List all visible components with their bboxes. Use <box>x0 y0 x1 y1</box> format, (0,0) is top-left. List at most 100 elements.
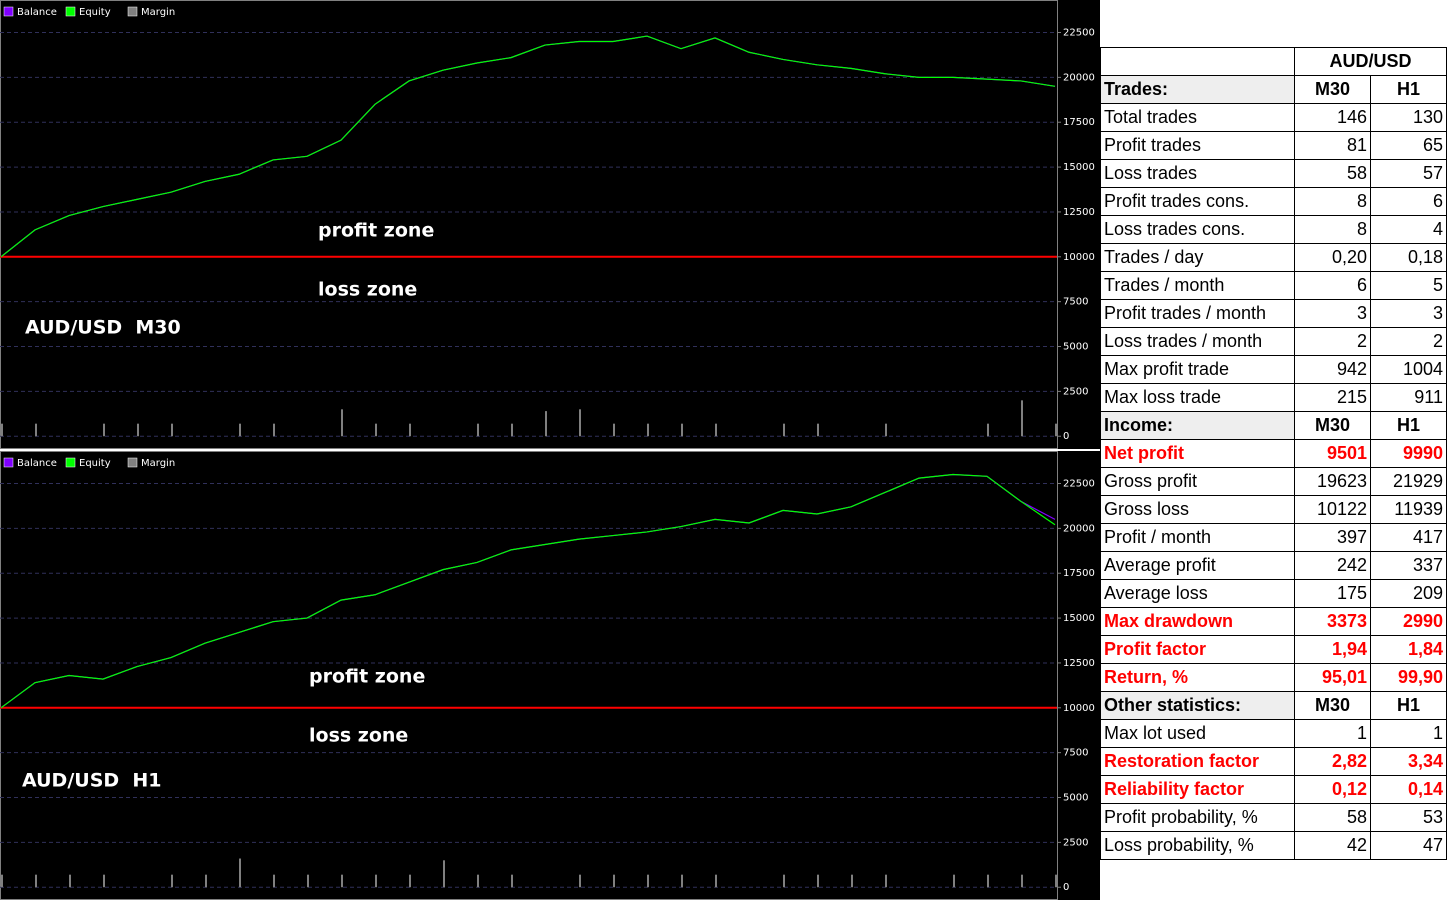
legend-swatch <box>3 6 14 17</box>
annotation: AUD/USD H1 <box>22 770 162 792</box>
table-row: Max drawdown 3373 2990 <box>1100 607 1447 636</box>
legend-swatch <box>127 6 138 17</box>
y-tick-label: 12500 <box>1063 658 1095 669</box>
table-cell: 81 <box>1294 131 1371 160</box>
y-tick-label: 2500 <box>1063 386 1088 397</box>
table-cell: Reliability factor <box>1100 775 1295 804</box>
table-cell: Loss trades cons. <box>1100 215 1295 244</box>
legend-swatch <box>127 457 138 468</box>
margin-bar <box>1021 874 1023 888</box>
table-cell: 209 <box>1370 579 1447 608</box>
table-cell: 9990 <box>1370 439 1447 468</box>
margin-bar <box>647 423 649 437</box>
margin-bar <box>1021 400 1023 437</box>
table-cell: M30 <box>1294 75 1371 104</box>
table-cell: Restoration factor <box>1100 747 1295 776</box>
margin-bar <box>307 874 309 888</box>
table-cell: 0,18 <box>1370 243 1447 272</box>
table-cell: 5 <box>1370 271 1447 300</box>
margin-bar <box>647 874 649 888</box>
table-cell: Gross loss <box>1100 495 1295 524</box>
annotation: loss zone <box>309 725 408 747</box>
table-cell: Total trades <box>1100 103 1295 132</box>
table-cell: Average loss <box>1100 579 1295 608</box>
series-line <box>0 35 1056 258</box>
table-cell: Max loss trade <box>1100 383 1295 412</box>
y-tick-label: 10000 <box>1063 703 1095 714</box>
table-cell: 3 <box>1294 299 1371 328</box>
table-cell: 3,34 <box>1370 747 1447 776</box>
table-cell: 4 <box>1370 215 1447 244</box>
margin-bar <box>273 423 275 437</box>
table-row: Max loss trade 215 911 <box>1100 383 1447 412</box>
table-row: Profit trades 81 65 <box>1100 131 1447 160</box>
table-cell: 2990 <box>1370 607 1447 636</box>
table-cell: 21929 <box>1370 467 1447 496</box>
legend-label: Balance <box>17 7 57 18</box>
margin-bar <box>817 874 819 888</box>
margin-bar <box>409 423 411 437</box>
y-tick-label: 5000 <box>1063 342 1088 353</box>
table-row: Gross loss 10122 11939 <box>1100 495 1447 524</box>
table-cell: Max lot used <box>1100 719 1295 748</box>
y-tick-label: 7500 <box>1063 748 1088 759</box>
table-row: Reliability factor 0,12 0,14 <box>1100 775 1447 804</box>
table-row: Total trades 146 130 <box>1100 103 1447 132</box>
y-tick-label: 17500 <box>1063 568 1095 579</box>
table-row: Average profit 242 337 <box>1100 551 1447 580</box>
margin-bar <box>103 874 105 888</box>
chart-panel: 0 2500 5000 7500 10000 12500 15000 17500 20000 22… <box>0 0 1100 449</box>
table-cell: 1,94 <box>1294 635 1371 664</box>
table-cell: 8 <box>1294 215 1371 244</box>
table-cell: Profit factor <box>1100 635 1295 664</box>
table-cell: 2 <box>1370 327 1447 356</box>
table-row: Profit probability, % 58 53 <box>1100 803 1447 832</box>
table-cell: Return, % <box>1100 663 1295 692</box>
margin-bar <box>783 423 785 437</box>
table-cell: 58 <box>1294 159 1371 188</box>
series-line <box>0 473 1056 709</box>
table-cell: Profit trades cons. <box>1100 187 1295 216</box>
margin-bar <box>545 411 547 437</box>
table-cell: 10122 <box>1294 495 1371 524</box>
legend-swatch <box>65 6 76 17</box>
table-row: Trades: M30 H1 <box>1100 75 1447 104</box>
margin-bar <box>613 423 615 437</box>
table-cell: 3373 <box>1294 607 1371 636</box>
table-cell: 99,90 <box>1370 663 1447 692</box>
table-cell: 337 <box>1370 551 1447 580</box>
legend-swatch <box>65 457 76 468</box>
margin-bar <box>681 874 683 888</box>
table-row: Trades / month 6 5 <box>1100 271 1447 300</box>
table-cell: 11939 <box>1370 495 1447 524</box>
table-cell: H1 <box>1370 411 1447 440</box>
margin-bar <box>1 874 3 888</box>
chart-panel: 0 2500 5000 7500 10000 12500 15000 17500 20000 22… <box>0 451 1100 900</box>
table-row: Loss probability, % 42 47 <box>1100 831 1447 860</box>
margin-bar <box>987 423 989 437</box>
table-cell: 130 <box>1370 103 1447 132</box>
table-cell: 9501 <box>1294 439 1371 468</box>
y-tick-label: 7500 <box>1063 297 1088 308</box>
legend-label: Equity <box>79 7 111 18</box>
table-row: Loss trades cons. 8 4 <box>1100 215 1447 244</box>
table-cell: Max drawdown <box>1100 607 1295 636</box>
table-cell: Average profit <box>1100 551 1295 580</box>
table-row: Income: M30 H1 <box>1100 411 1447 440</box>
table-row: Restoration factor 2,82 3,34 <box>1100 747 1447 776</box>
y-tick-label: 2500 <box>1063 837 1088 848</box>
margin-bar <box>511 874 513 888</box>
y-tick-label: 5000 <box>1063 793 1088 804</box>
y-tick-label: 10000 <box>1063 252 1095 263</box>
table-cell: 65 <box>1370 131 1447 160</box>
margin-bar <box>171 423 173 437</box>
table-row: Profit / month 397 417 <box>1100 523 1447 552</box>
margin-bar <box>511 423 513 437</box>
table-cell: Profit / month <box>1100 523 1295 552</box>
margin-bar <box>341 874 343 888</box>
table-cell: Profit probability, % <box>1100 803 1295 832</box>
legend-label: Equity <box>79 458 111 469</box>
table-cell: 6 <box>1370 187 1447 216</box>
table-row: Max lot used 1 1 <box>1100 719 1447 748</box>
margin-bar <box>35 423 37 437</box>
